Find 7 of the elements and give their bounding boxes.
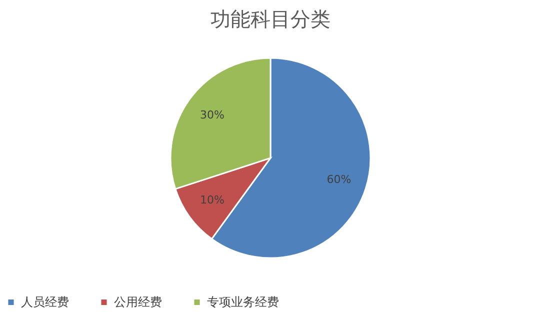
chart-title: 功能科目分类 (210, 7, 330, 31)
data-label: 10% (200, 193, 224, 206)
data-label: 30% (200, 108, 224, 122)
data-label: 60% (326, 173, 352, 186)
legend-label: 公用经费 (114, 295, 162, 310)
legend-label: 专项业务经费 (207, 295, 279, 310)
legend-label: 人员经费 (21, 295, 69, 310)
